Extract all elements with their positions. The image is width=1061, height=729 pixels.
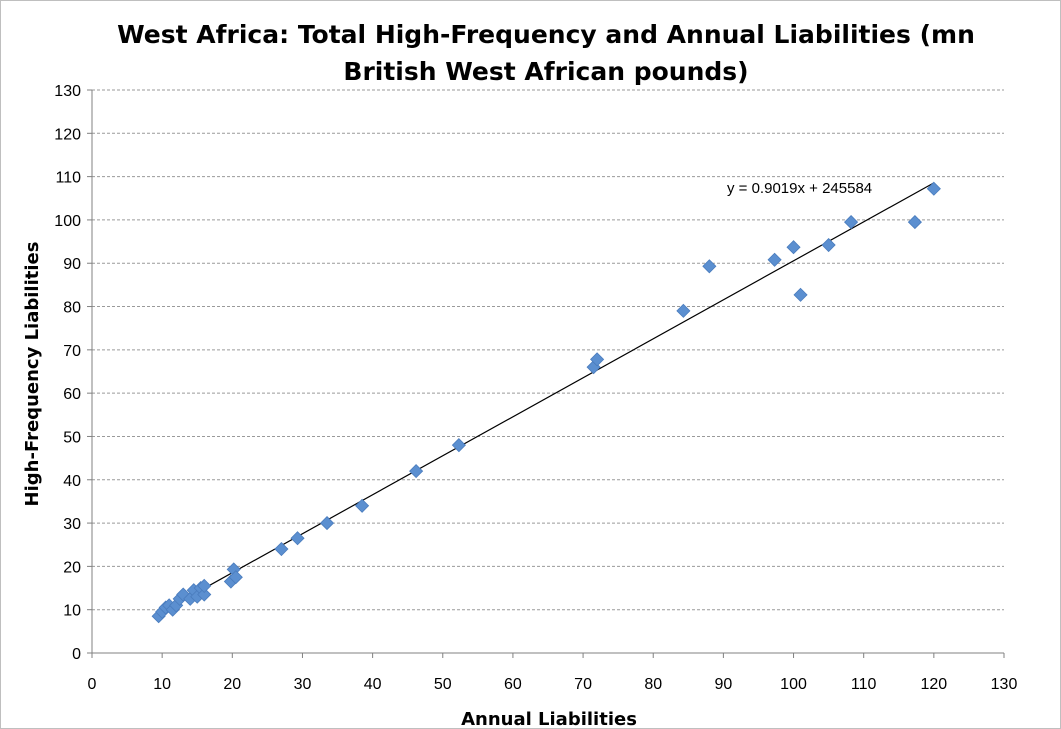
data-point — [590, 352, 605, 367]
trendline-equation: y = 0.9019x + 245584 — [727, 180, 872, 197]
data-point — [907, 215, 922, 230]
x-tick-label: 90 — [714, 676, 732, 693]
data-point — [274, 541, 289, 557]
data-point — [843, 215, 859, 230]
data-point — [319, 516, 335, 531]
x-tick-label: 100 — [780, 676, 807, 693]
x-tick-label: 110 — [851, 676, 877, 693]
chart-title-line-1: West Africa: Total High-Frequency and An… — [117, 20, 975, 49]
data-point — [451, 438, 466, 453]
chart-title-line-2: British West African pounds) — [343, 57, 748, 86]
x-tick-label: 70 — [574, 676, 592, 693]
x-tick-label: 20 — [223, 676, 241, 693]
y-tick-label: 10 — [63, 603, 81, 620]
data-point — [290, 531, 305, 546]
data-point — [926, 181, 941, 196]
gridlines — [92, 89, 1004, 611]
x-tick-label: 50 — [434, 676, 452, 693]
x-tick-label: 80 — [644, 676, 662, 693]
data-point — [409, 464, 424, 479]
x-tick-label: 30 — [294, 676, 312, 693]
x-tick-label: 10 — [153, 676, 171, 693]
y-tick-label: 120 — [54, 126, 81, 143]
y-tick-label: 90 — [63, 256, 81, 273]
y-tick-label: 20 — [63, 559, 81, 576]
y-axis-label: High-Frequency Liabilities — [22, 242, 43, 507]
y-tick-label: 110 — [55, 170, 81, 187]
data-points — [151, 181, 941, 624]
y-tick-label: 30 — [63, 516, 81, 533]
x-tick-label: 120 — [920, 676, 947, 693]
y-tick-label: 70 — [63, 343, 81, 360]
y-tick-label: 80 — [63, 300, 81, 317]
x-tick-label: 0 — [88, 676, 97, 693]
y-tick-label: 50 — [63, 429, 81, 446]
data-point — [676, 303, 691, 318]
data-point — [197, 578, 212, 593]
data-point — [821, 237, 836, 253]
trendline-group — [158, 182, 935, 615]
trendline — [158, 182, 935, 615]
data-point — [767, 252, 782, 267]
data-point — [228, 570, 243, 585]
axes: 0 10 20 30 40 50 60 70 80 90 100 110 120 130 0 10 20 30 40… — [54, 83, 1017, 693]
x-tick-label: 130 — [991, 676, 1018, 693]
data-point — [786, 240, 801, 255]
x-tick-label: 40 — [364, 676, 382, 693]
data-point — [197, 587, 212, 602]
data-point — [355, 498, 370, 513]
x-tick-label: 60 — [504, 676, 522, 693]
y-tick-label: 0 — [72, 646, 81, 663]
y-tick-label: 100 — [54, 213, 81, 230]
y-tick-label: 40 — [63, 473, 81, 490]
x-axis-label: Annual Liabilities — [461, 709, 637, 728]
data-point — [702, 259, 717, 274]
y-tick-label: 130 — [54, 83, 81, 100]
y-tick-label: 60 — [63, 386, 81, 403]
data-point — [793, 287, 808, 302]
